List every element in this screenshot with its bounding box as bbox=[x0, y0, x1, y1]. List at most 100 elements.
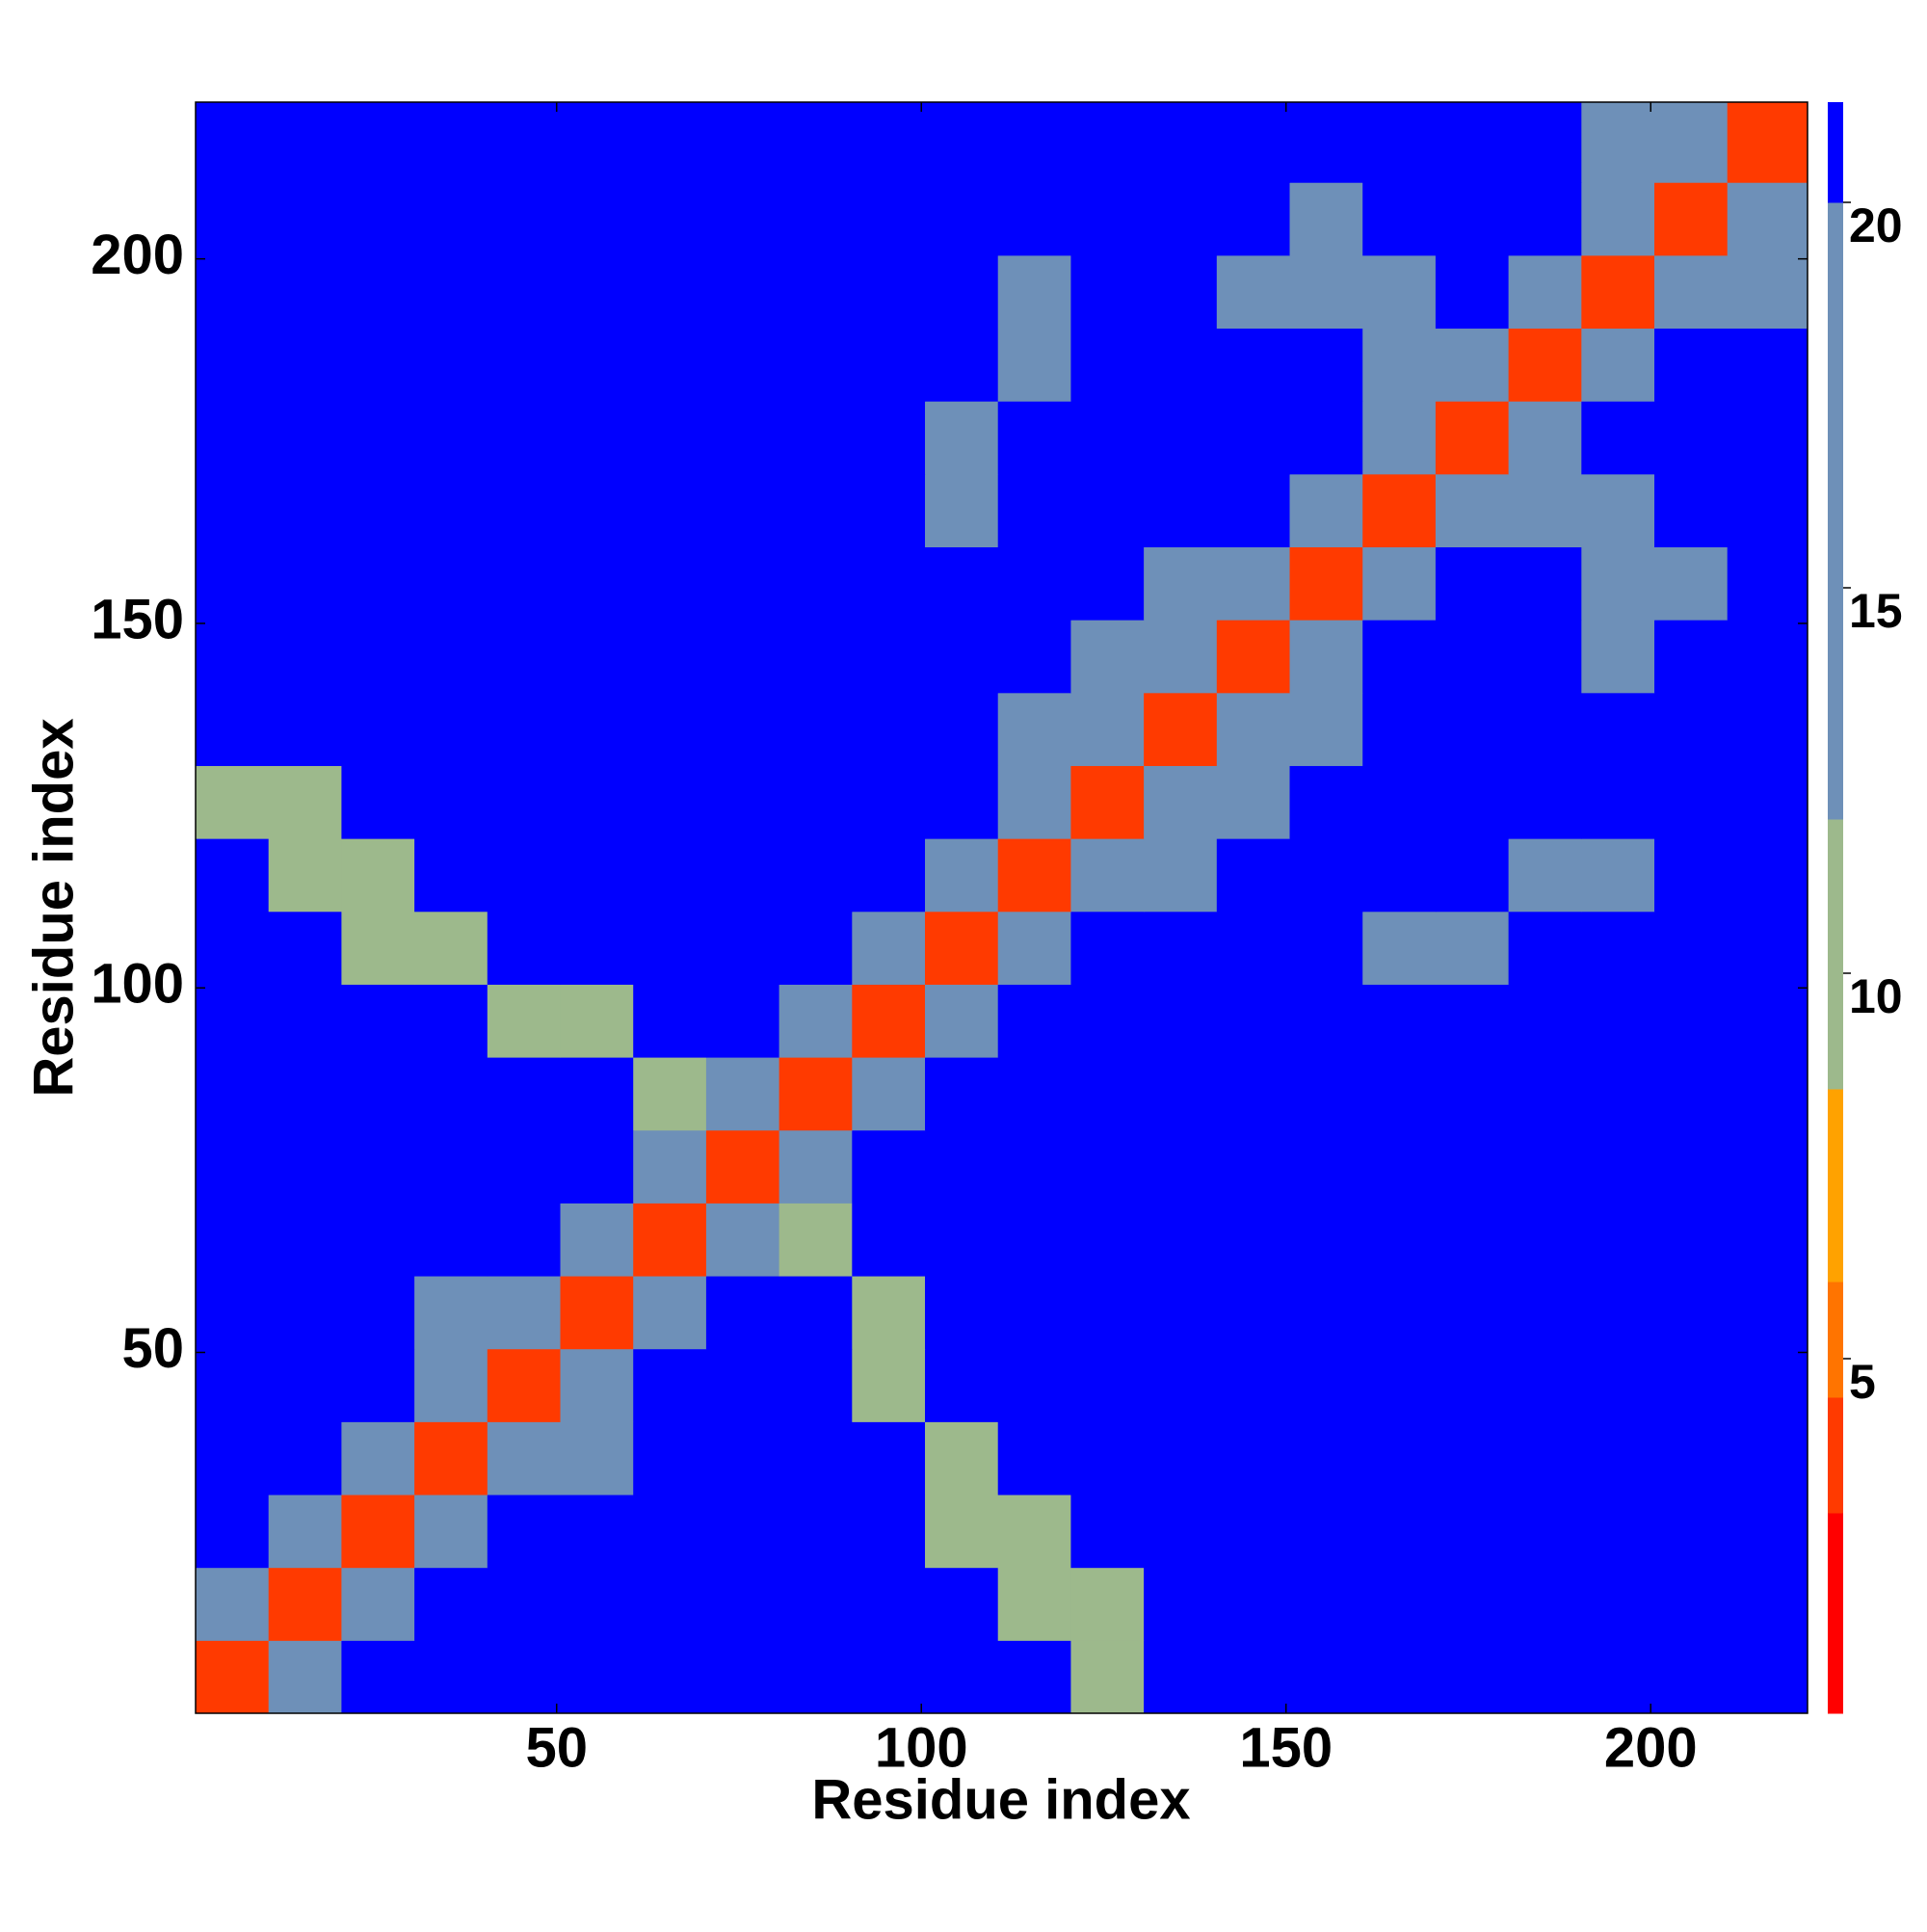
heatmap-cell bbox=[1581, 1276, 1655, 1350]
heatmap-cell bbox=[1654, 254, 1729, 330]
heatmap-cell bbox=[341, 1203, 415, 1277]
heatmap-cell bbox=[487, 1640, 562, 1714]
heatmap-cell bbox=[1216, 102, 1291, 183]
heatmap-cell bbox=[1508, 328, 1582, 402]
heatmap-cell bbox=[1508, 1203, 1582, 1277]
heatmap-cell bbox=[1289, 182, 1363, 256]
heatmap-cell bbox=[633, 401, 707, 475]
heatmap-cell bbox=[633, 1495, 707, 1569]
heatmap-cell bbox=[997, 620, 1071, 694]
heatmap-cell bbox=[997, 401, 1071, 475]
heatmap-cell bbox=[1216, 1129, 1291, 1204]
heatmap-cell bbox=[1508, 1421, 1582, 1495]
heatmap-cell bbox=[1362, 620, 1437, 694]
heatmap-cell bbox=[341, 984, 415, 1058]
heatmap-cell bbox=[1508, 1129, 1582, 1204]
heatmap-cell bbox=[1508, 182, 1582, 256]
heatmap-cell bbox=[1508, 911, 1582, 985]
heatmap-cell bbox=[705, 254, 780, 330]
heatmap-cell bbox=[1581, 401, 1655, 475]
heatmap-cell bbox=[1581, 620, 1655, 694]
heatmap-cell bbox=[1435, 838, 1510, 913]
colorbar-band bbox=[1828, 819, 1843, 1090]
heatmap-cell bbox=[1435, 1129, 1510, 1204]
heatmap-cell bbox=[997, 1057, 1071, 1131]
heatmap-cell bbox=[196, 401, 270, 475]
heatmap-cell bbox=[779, 1129, 853, 1204]
heatmap-cell bbox=[1070, 1640, 1145, 1714]
heatmap-cell bbox=[1581, 1203, 1655, 1277]
heatmap-cell bbox=[705, 911, 780, 985]
heatmap-cell bbox=[1362, 692, 1437, 766]
heatmap-cell bbox=[1070, 473, 1145, 548]
heatmap-cell bbox=[1581, 328, 1655, 402]
heatmap-cell bbox=[1362, 984, 1437, 1058]
heatmap-cell bbox=[1216, 546, 1291, 621]
heatmap-cell bbox=[196, 1276, 270, 1350]
heatmap-cell bbox=[414, 328, 488, 402]
heatmap-cell bbox=[1727, 328, 1808, 402]
heatmap-cell bbox=[560, 1640, 634, 1714]
heatmap-cell bbox=[1581, 1640, 1655, 1714]
heatmap-cell bbox=[1289, 911, 1363, 985]
heatmap-cell bbox=[1070, 328, 1145, 402]
heatmap-cell bbox=[268, 546, 342, 621]
heatmap-cell bbox=[997, 1567, 1071, 1641]
heatmap-cell bbox=[779, 102, 853, 183]
heatmap-cell bbox=[1435, 1495, 1510, 1569]
heatmap-cell bbox=[196, 765, 270, 839]
y-tick-label: 50 bbox=[121, 1317, 184, 1380]
heatmap-cell bbox=[268, 1640, 342, 1714]
heatmap-cell bbox=[852, 473, 926, 548]
heatmap-cell bbox=[560, 1495, 634, 1569]
heatmap-cell bbox=[1654, 1567, 1729, 1641]
heatmap-cell bbox=[1727, 1203, 1808, 1277]
plot-frame bbox=[195, 101, 1808, 1714]
heatmap-cell bbox=[268, 102, 342, 183]
heatmap-cell bbox=[414, 546, 488, 621]
heatmap-cell bbox=[1070, 1203, 1145, 1277]
heatmap-cell bbox=[560, 1057, 634, 1131]
heatmap-cell bbox=[1727, 182, 1808, 256]
heatmap-cell bbox=[196, 1567, 270, 1641]
heatmap-cell bbox=[1289, 1421, 1363, 1495]
heatmap-cell bbox=[1216, 473, 1291, 548]
heatmap-cell bbox=[1144, 254, 1218, 330]
heatmap-cell bbox=[196, 1640, 270, 1714]
heatmap-cell bbox=[852, 182, 926, 256]
heatmap-cell bbox=[852, 1203, 926, 1277]
heatmap-cell bbox=[487, 1203, 562, 1277]
heatmap-cell bbox=[1435, 1640, 1510, 1714]
heatmap-cell bbox=[997, 546, 1071, 621]
heatmap-cell bbox=[1289, 1640, 1363, 1714]
heatmap-cell bbox=[1581, 984, 1655, 1058]
heatmap-cell bbox=[1362, 1495, 1437, 1569]
heatmap-cell bbox=[633, 620, 707, 694]
heatmap-cell bbox=[341, 1567, 415, 1641]
heatmap-cell bbox=[779, 1567, 853, 1641]
heatmap-cell bbox=[1727, 546, 1808, 621]
heatmap-cell bbox=[1070, 1057, 1145, 1131]
heatmap-cell bbox=[560, 254, 634, 330]
heatmap-cell bbox=[852, 765, 926, 839]
heatmap-cell bbox=[196, 692, 270, 766]
heatmap-cell bbox=[341, 328, 415, 402]
heatmap-cell bbox=[1654, 911, 1729, 985]
heatmap-cell bbox=[779, 1640, 853, 1714]
heatmap-cell bbox=[852, 1640, 926, 1714]
heatmap-cell bbox=[1654, 1129, 1729, 1204]
heatmap-cell bbox=[560, 473, 634, 548]
heatmap-cell bbox=[414, 1495, 488, 1569]
heatmap-cell bbox=[705, 182, 780, 256]
colorbar-band bbox=[1828, 102, 1843, 203]
heatmap-cell bbox=[1727, 620, 1808, 694]
heatmap-cell bbox=[705, 984, 780, 1058]
heatmap-cell bbox=[1289, 1203, 1363, 1277]
heatmap-cell bbox=[414, 1640, 488, 1714]
heatmap-cell bbox=[1362, 546, 1437, 621]
heatmap-cell bbox=[1070, 692, 1145, 766]
heatmap-cell bbox=[1727, 1057, 1808, 1131]
heatmap-cell bbox=[925, 401, 999, 475]
heatmap-cell bbox=[560, 328, 634, 402]
